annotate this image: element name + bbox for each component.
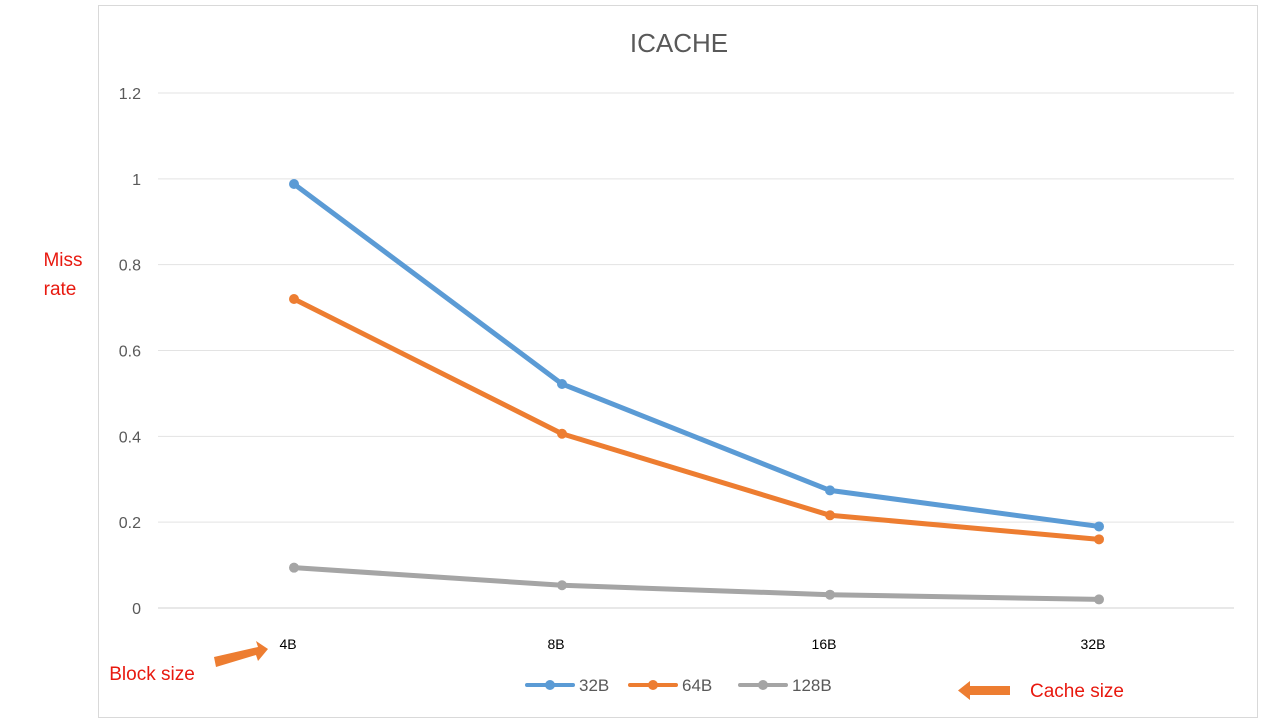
y-axis-label-line-2: rate (44, 279, 77, 300)
legend-marker (545, 680, 555, 690)
data-point (825, 485, 835, 496)
x-tick-label: 32B (1081, 636, 1106, 652)
legend-marker (648, 680, 658, 690)
x-tick-label: 8B (547, 636, 564, 652)
series-line (291, 181, 1102, 529)
y-axis-ticks: 0 0.2 0.4 0.6 0.8 1 1.2 (119, 86, 141, 618)
legend: 32B 64B 128B (525, 676, 832, 695)
legend-marker (758, 680, 768, 690)
y-tick-label: 1.2 (119, 86, 141, 103)
data-point (1094, 534, 1104, 545)
legend-label: 32B (579, 676, 609, 695)
x-tick-label: 4B (279, 636, 296, 652)
block-size-annotation: Block size (109, 664, 195, 685)
data-point (289, 562, 299, 573)
legend-label: 128B (792, 676, 832, 695)
data-point (557, 580, 567, 591)
series-32B (289, 178, 1104, 532)
data-point (289, 294, 299, 304)
data-point (557, 428, 567, 439)
series-line (291, 565, 1102, 602)
y-tick-label: 0.4 (119, 429, 141, 446)
data-point (1094, 594, 1104, 605)
y-tick-label: 1 (132, 172, 141, 189)
data-point (825, 510, 835, 521)
y-tick-label: 0.8 (119, 258, 141, 275)
cache-size-annotation: Cache size (1030, 681, 1124, 702)
gridlines (158, 92, 1234, 609)
y-tick-label: 0.2 (119, 515, 141, 532)
y-tick-label: 0.6 (119, 344, 141, 361)
series-64B (289, 294, 1104, 545)
data-point (1094, 521, 1104, 532)
data-point (825, 589, 835, 600)
series-line (291, 296, 1102, 542)
x-tick-label: 16B (812, 636, 837, 652)
data-point (289, 178, 299, 189)
series-group (289, 178, 1104, 605)
series-128B (289, 562, 1104, 605)
y-tick-label: 0 (132, 601, 141, 618)
block-size-arrow-icon (214, 641, 268, 667)
chart-title: ICACHE (630, 28, 728, 58)
legend-label: 64B (682, 676, 712, 695)
data-point (557, 378, 567, 389)
y-axis-label-line-1: Miss (43, 250, 82, 271)
cache-size-arrow-icon (958, 681, 1010, 700)
x-axis-ticks: 4B 8B 16B 32B (279, 636, 1105, 652)
